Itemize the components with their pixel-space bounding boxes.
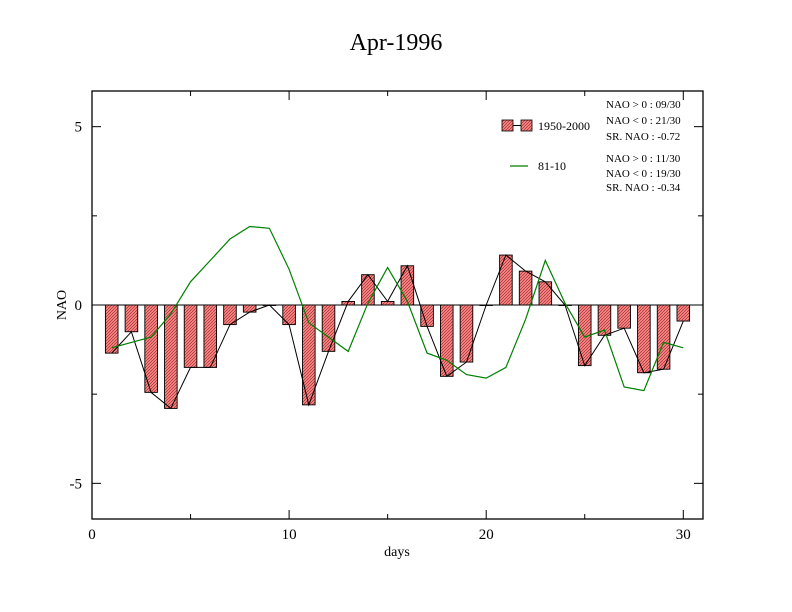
x-tick-label: 20 xyxy=(479,527,494,543)
bar-1950-2000 xyxy=(617,304,631,329)
bar-1950-2000 xyxy=(321,304,336,352)
bar-1950-2000 xyxy=(420,304,434,327)
bar-1950-2000 xyxy=(183,304,198,368)
y-axis-label: NAO xyxy=(55,290,70,320)
stat-8110-sr-nao: SR. NAO : -0.34 xyxy=(606,182,681,194)
stat-8110-nao-positive: NAO > 0 : 11/30 xyxy=(606,153,681,165)
legend-swatch-bar-right xyxy=(520,119,533,132)
chart-title: Apr-1996 xyxy=(350,30,443,56)
x-tick-label: 0 xyxy=(88,527,96,543)
stats-annotations: NAO > 0 : 09/30 NAO < 0 : 21/30 SR. NAO … xyxy=(606,99,681,194)
legend-label-81-10: 81-10 xyxy=(538,159,566,173)
lines-layer xyxy=(111,225,684,410)
bar-1950-2000 xyxy=(459,304,474,363)
bar-1950-2000 xyxy=(400,265,415,306)
stat-1950-nao-positive: NAO > 0 : 09/30 xyxy=(606,99,681,111)
stat-8110-nao-negative: NAO < 0 : 19/30 xyxy=(606,168,681,180)
legend-swatch-bar-left xyxy=(501,119,514,132)
bar-1950-2000 xyxy=(302,304,316,406)
bar-1950-2000 xyxy=(361,274,375,306)
bar-1950-2000 xyxy=(104,304,119,354)
x-tick-label: 30 xyxy=(676,527,691,543)
series-line-81-10 xyxy=(111,225,684,392)
bar-1950-2000 xyxy=(538,281,553,306)
bar-1950-2000 xyxy=(518,270,533,306)
bar-1950-2000 xyxy=(282,304,296,326)
legend: 1950-2000 81-10 xyxy=(501,119,590,173)
y-tick-label: 0 xyxy=(75,298,83,314)
stat-1950-nao-negative: NAO < 0 : 21/30 xyxy=(606,115,681,127)
bar-1950-2000 xyxy=(124,304,139,333)
bar-1950-2000 xyxy=(242,304,257,313)
legend-label-1950-2000: 1950-2000 xyxy=(538,119,590,133)
y-tick-label: 5 xyxy=(75,120,83,136)
series-line-1950-2000 xyxy=(111,254,684,410)
bar-1950-2000 xyxy=(164,304,178,409)
bar-1950-2000 xyxy=(676,304,691,322)
y-tick-label: -5 xyxy=(70,476,83,492)
bars-layer xyxy=(104,254,691,409)
stat-1950-sr-nao: SR. NAO : -0.72 xyxy=(606,131,680,143)
bar-1950-2000 xyxy=(499,254,513,306)
x-axis-label: days xyxy=(384,545,410,560)
x-tick-label: 10 xyxy=(282,527,297,543)
